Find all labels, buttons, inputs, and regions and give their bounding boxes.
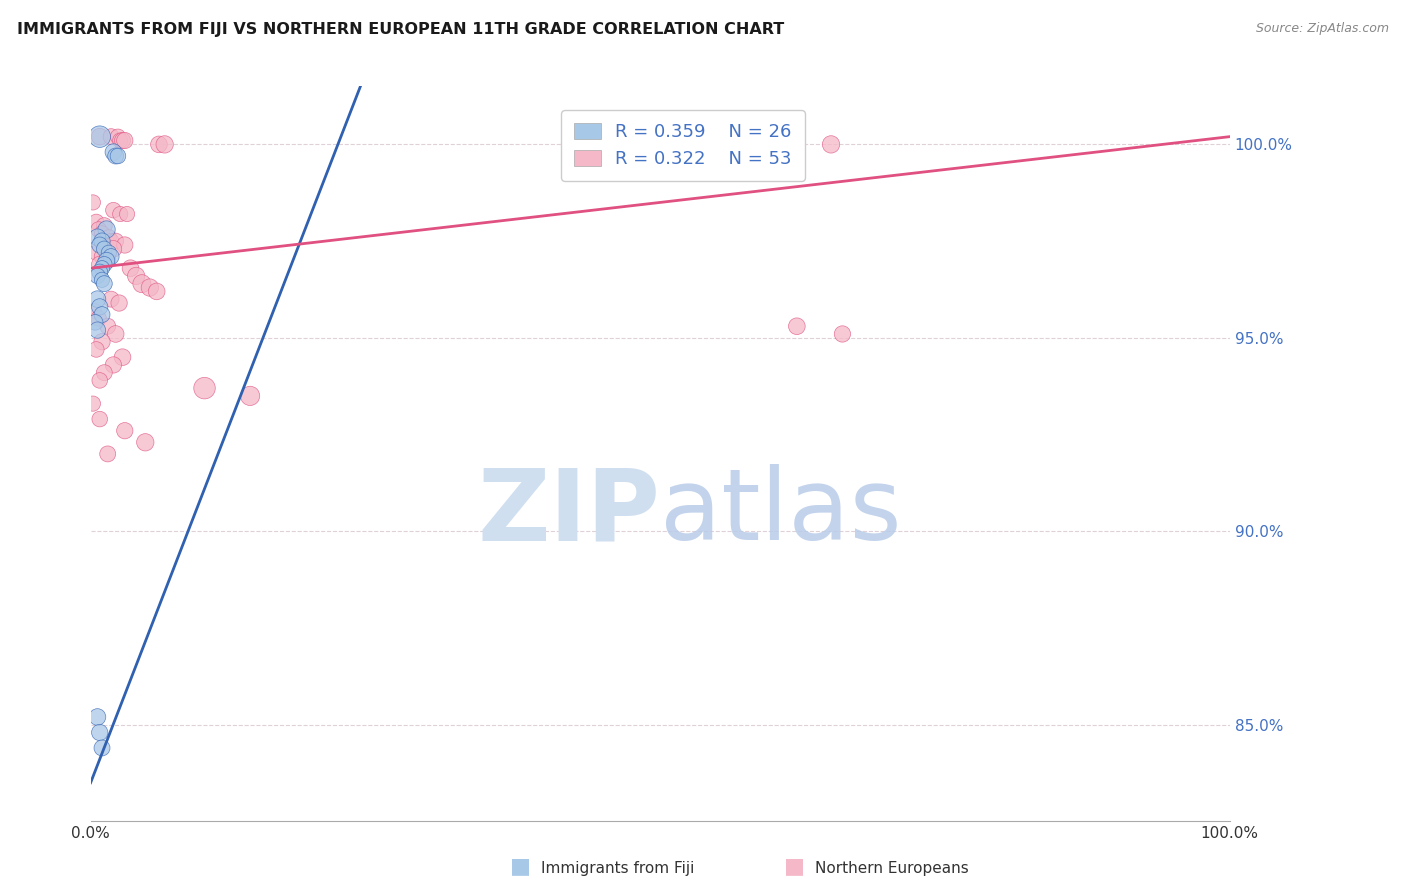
Point xyxy=(89,129,111,144)
Point xyxy=(97,230,120,244)
Point xyxy=(97,319,120,334)
Legend: R = 0.359    N = 26, R = 0.322    N = 53: R = 0.359 N = 26, R = 0.322 N = 53 xyxy=(561,110,804,181)
Point xyxy=(134,435,156,450)
Point xyxy=(820,137,842,152)
Point xyxy=(100,292,122,306)
Text: atlas: atlas xyxy=(661,464,901,561)
Point xyxy=(115,207,138,221)
Point xyxy=(89,257,111,271)
Point xyxy=(89,725,111,739)
Point xyxy=(91,308,114,322)
Point xyxy=(103,358,125,372)
Point xyxy=(103,145,125,160)
Point xyxy=(110,207,132,221)
Point xyxy=(96,222,118,236)
Point xyxy=(86,230,108,244)
Point xyxy=(89,129,111,144)
Point xyxy=(103,242,125,256)
Point xyxy=(145,285,167,299)
Point xyxy=(104,326,127,341)
Point xyxy=(103,203,125,218)
Point xyxy=(91,234,114,248)
Point xyxy=(110,134,132,148)
Point xyxy=(786,319,808,334)
Point xyxy=(114,238,136,252)
Point xyxy=(93,219,115,233)
Point xyxy=(97,253,120,268)
Text: Immigrants from Fiji: Immigrants from Fiji xyxy=(541,861,695,876)
Point xyxy=(153,137,176,152)
Point xyxy=(107,149,129,163)
Point xyxy=(89,238,111,252)
Point xyxy=(91,261,114,276)
Point xyxy=(108,296,131,310)
Point xyxy=(831,326,853,341)
Point xyxy=(89,265,111,279)
Text: ZIP: ZIP xyxy=(477,464,661,561)
Point xyxy=(84,215,107,229)
Point xyxy=(100,250,122,264)
Point xyxy=(86,323,108,337)
Point xyxy=(84,315,107,329)
Point xyxy=(97,447,120,461)
Point xyxy=(148,137,170,152)
Point xyxy=(82,195,104,210)
Point xyxy=(111,350,134,364)
Text: IMMIGRANTS FROM FIJI VS NORTHERN EUROPEAN 11TH GRADE CORRELATION CHART: IMMIGRANTS FROM FIJI VS NORTHERN EUROPEA… xyxy=(17,22,785,37)
Point xyxy=(84,343,107,357)
Point xyxy=(114,424,136,438)
Point xyxy=(89,412,111,426)
Point xyxy=(82,396,104,410)
Point xyxy=(89,373,111,387)
Point xyxy=(91,250,114,264)
Point xyxy=(86,710,108,724)
Point xyxy=(775,137,797,152)
Point xyxy=(111,134,134,148)
Point xyxy=(91,741,114,756)
Point xyxy=(139,280,162,294)
Point xyxy=(93,277,115,291)
Point xyxy=(83,303,105,318)
Point xyxy=(120,261,142,276)
Point xyxy=(91,227,114,241)
Point xyxy=(125,268,148,283)
Point xyxy=(96,253,118,268)
Text: Source: ZipAtlas.com: Source: ZipAtlas.com xyxy=(1256,22,1389,36)
Point xyxy=(91,273,114,287)
Point xyxy=(93,366,115,380)
Text: ■: ■ xyxy=(785,856,804,876)
Point xyxy=(107,129,129,144)
Point xyxy=(100,129,122,144)
Point xyxy=(93,242,115,256)
Point xyxy=(97,245,120,260)
Point xyxy=(86,292,108,306)
Point xyxy=(89,300,111,314)
Point xyxy=(131,277,153,291)
Point xyxy=(104,149,127,163)
Point xyxy=(100,234,122,248)
Text: Northern Europeans: Northern Europeans xyxy=(815,861,969,876)
Point xyxy=(114,134,136,148)
Point xyxy=(84,245,107,260)
Point xyxy=(239,389,262,403)
Point xyxy=(86,268,108,283)
Point xyxy=(93,257,115,271)
Point xyxy=(87,222,110,236)
Point xyxy=(91,334,114,349)
Text: ■: ■ xyxy=(510,856,530,876)
Point xyxy=(193,381,215,395)
Point xyxy=(104,234,127,248)
Point xyxy=(87,311,110,326)
